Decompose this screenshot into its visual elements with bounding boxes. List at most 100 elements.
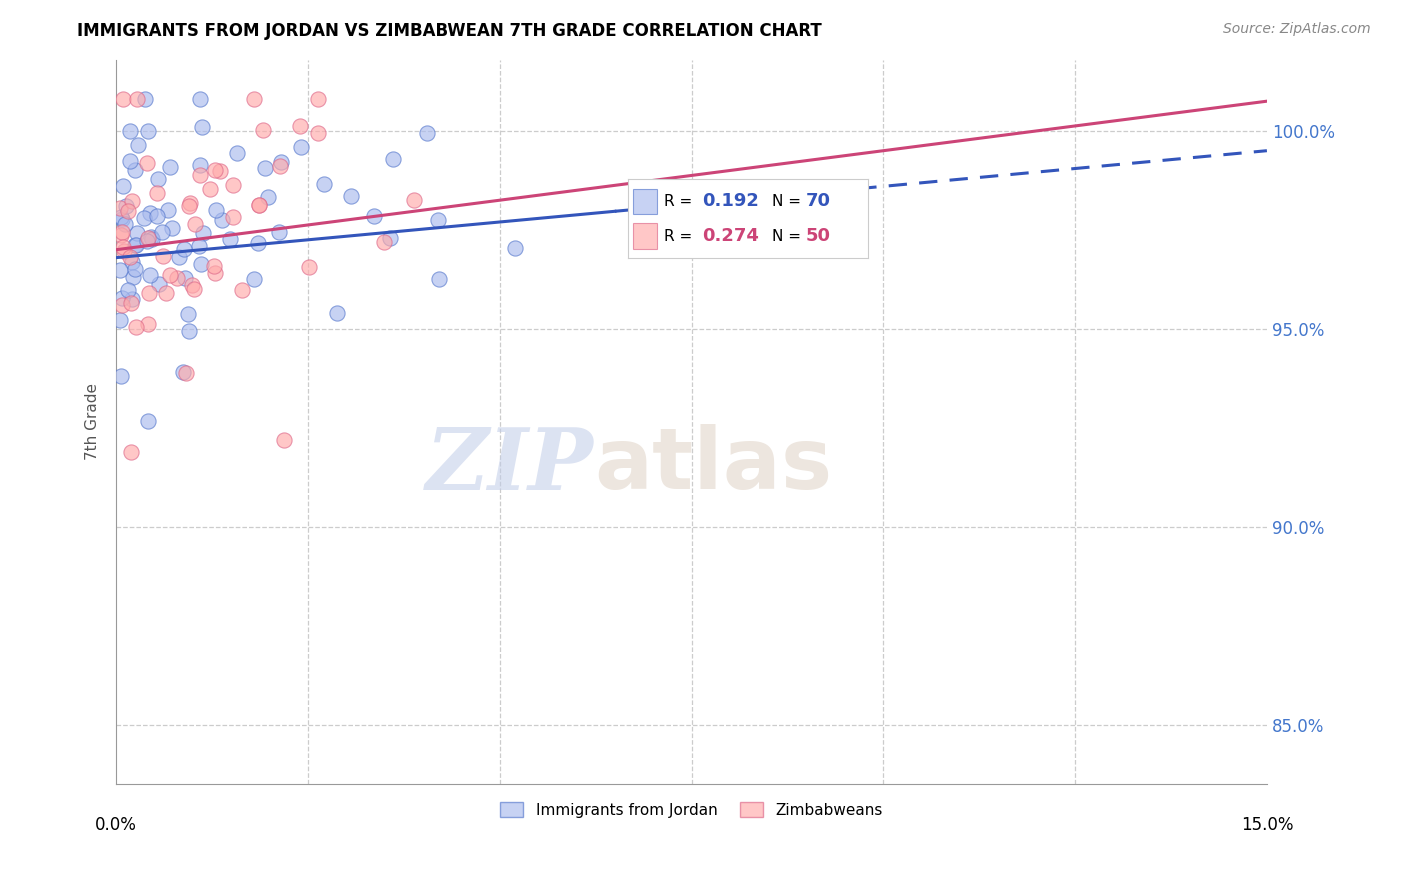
Point — [148, 172, 170, 186]
Point — [125, 238, 148, 252]
Point — [254, 161, 277, 176]
Point — [247, 198, 270, 212]
Point — [202, 259, 225, 273]
Point — [135, 156, 157, 170]
Point — [136, 414, 159, 428]
Point — [121, 292, 143, 306]
Y-axis label: 7th Grade: 7th Grade — [86, 384, 100, 460]
Point — [267, 226, 290, 240]
Point — [204, 266, 226, 280]
Point — [118, 250, 141, 264]
Point — [427, 272, 450, 286]
Point — [179, 196, 201, 211]
Point — [298, 260, 321, 275]
Point — [167, 250, 190, 264]
Point — [124, 262, 146, 277]
Point — [114, 217, 136, 231]
Point — [231, 283, 253, 297]
Point — [141, 232, 163, 246]
Point — [134, 92, 156, 106]
Point — [188, 168, 211, 182]
Point — [209, 164, 232, 178]
Text: 50: 50 — [806, 227, 831, 245]
Point — [257, 190, 280, 204]
Text: IMMIGRANTS FROM JORDAN VS ZIMBABWEAN 7TH GRADE CORRELATION CHART: IMMIGRANTS FROM JORDAN VS ZIMBABWEAN 7TH… — [77, 22, 823, 40]
Point — [172, 365, 194, 379]
Point — [326, 306, 349, 320]
Point — [120, 124, 142, 138]
Point — [243, 92, 266, 106]
Point — [117, 283, 139, 297]
Point — [363, 209, 385, 223]
Point — [111, 211, 134, 226]
Point — [183, 282, 205, 296]
Point — [127, 137, 149, 152]
FancyBboxPatch shape — [633, 223, 657, 249]
Point — [121, 255, 143, 269]
Text: atlas: atlas — [593, 424, 832, 507]
Point — [124, 162, 146, 177]
Point — [382, 153, 405, 167]
Point — [188, 92, 211, 106]
Point — [148, 277, 170, 291]
Point — [222, 178, 245, 192]
Point — [190, 257, 212, 271]
Point — [193, 226, 215, 240]
Point — [373, 235, 395, 249]
Point — [121, 194, 143, 209]
Point — [125, 319, 148, 334]
Point — [174, 366, 197, 380]
Point — [222, 210, 245, 224]
Point — [111, 92, 134, 106]
Point — [415, 126, 437, 140]
Text: N =: N = — [772, 194, 806, 209]
Point — [117, 204, 139, 219]
Text: N =: N = — [772, 228, 806, 244]
Point — [198, 182, 221, 196]
Point — [205, 202, 228, 217]
Point — [226, 145, 249, 160]
Point — [146, 209, 169, 223]
Point — [270, 154, 292, 169]
Point — [404, 194, 426, 208]
Text: R =: R = — [664, 228, 697, 244]
Point — [112, 244, 135, 258]
Point — [112, 179, 135, 194]
Point — [247, 198, 270, 212]
Point — [312, 177, 335, 191]
Point — [252, 122, 274, 136]
Text: R =: R = — [664, 194, 697, 209]
Point — [136, 123, 159, 137]
Point — [246, 235, 269, 250]
Point — [155, 286, 177, 301]
Text: 0.192: 0.192 — [702, 193, 759, 211]
Text: 0.274: 0.274 — [702, 227, 759, 245]
Point — [146, 186, 169, 201]
Point — [152, 249, 174, 263]
Point — [177, 307, 200, 321]
Point — [120, 296, 142, 310]
Point — [136, 231, 159, 245]
Point — [150, 225, 173, 239]
Point — [138, 268, 160, 282]
Text: Source: ZipAtlas.com: Source: ZipAtlas.com — [1223, 22, 1371, 37]
Point — [135, 234, 157, 248]
Point — [242, 272, 264, 286]
Text: 15.0%: 15.0% — [1240, 816, 1294, 834]
Text: 70: 70 — [806, 193, 831, 211]
Point — [184, 217, 207, 231]
Point — [132, 211, 155, 225]
Point — [166, 271, 188, 285]
Point — [378, 231, 401, 245]
Point — [181, 278, 204, 293]
Point — [108, 312, 131, 326]
Point — [173, 242, 195, 256]
Point — [122, 269, 145, 284]
Point — [111, 292, 134, 306]
Point — [125, 92, 148, 106]
Point — [125, 227, 148, 241]
Text: 0.0%: 0.0% — [96, 816, 138, 834]
Point — [138, 317, 160, 331]
Point — [211, 213, 233, 227]
Point — [503, 241, 526, 255]
